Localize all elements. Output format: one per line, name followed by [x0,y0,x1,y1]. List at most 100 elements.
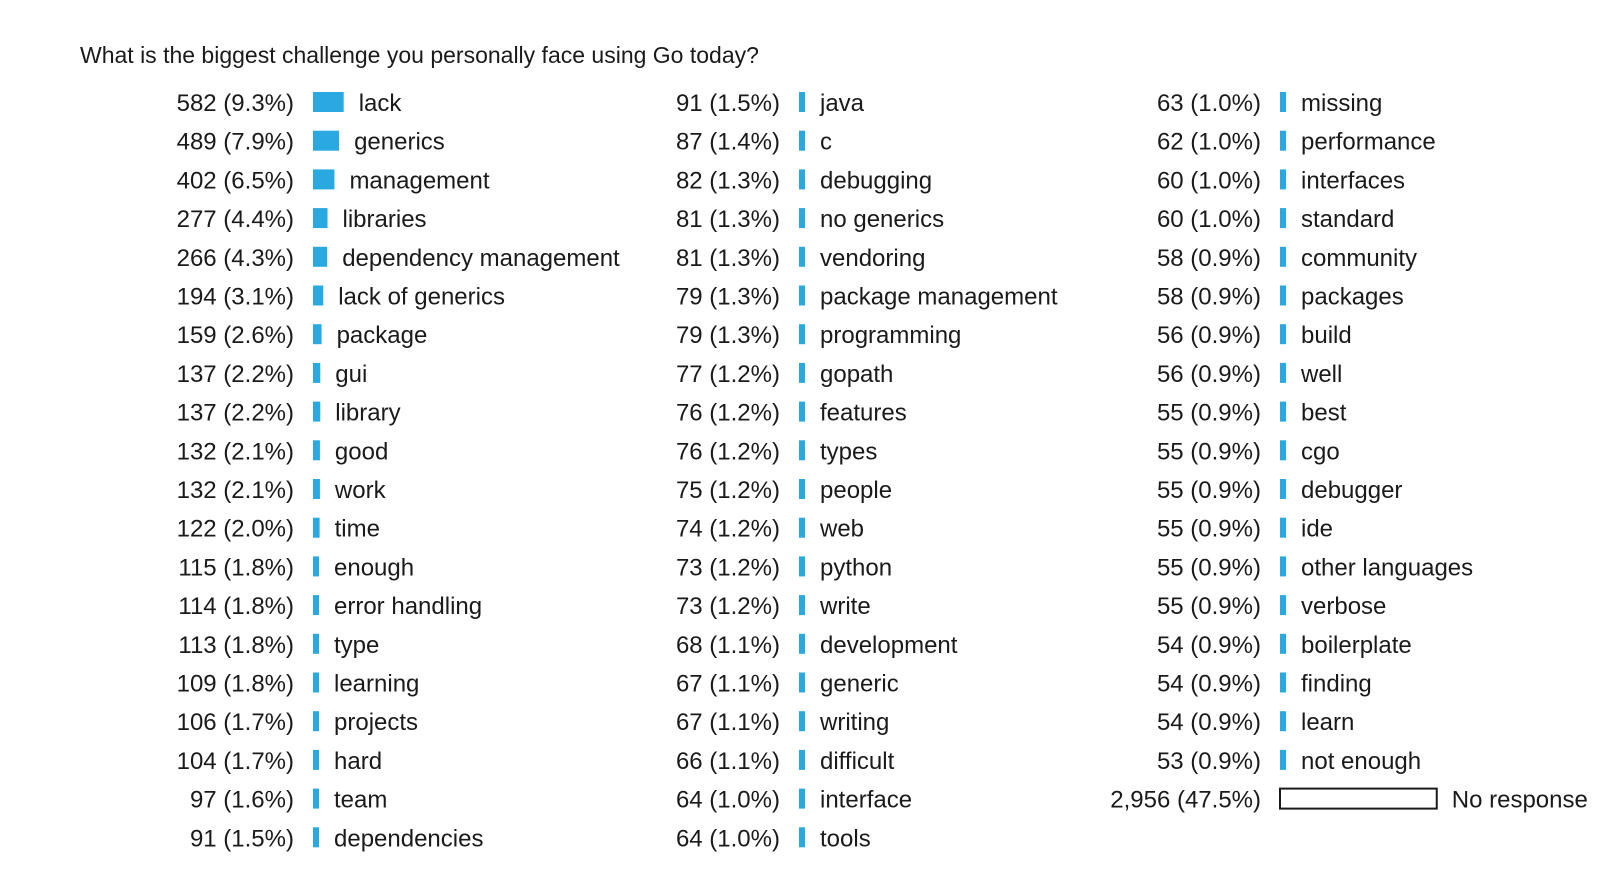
category-label: package management [820,284,1058,311]
bar-row: 63 (1.0%) missing [1157,90,1382,117]
bar-row: 54 (0.9%) finding [1157,671,1372,698]
count-label: 56 (0.9%) [1157,322,1261,349]
bar-row: 55 (0.9%) other languages [1157,554,1473,581]
count-label: 91 (1.5%) [190,825,294,852]
bar-row: 114 (1.8%) error handling [178,593,482,620]
bar-row: 67 (1.1%) writing [676,709,889,736]
bar [313,324,322,345]
bar-row: 2,956 (47.5%) No response [1110,787,1588,814]
bar-row: 104 (1.7%) hard [177,748,382,775]
bar [1280,556,1286,577]
bar [313,788,319,809]
bar-row: 53 (0.9%) not enough [1157,748,1421,775]
bar [799,324,805,345]
bar [799,362,805,383]
bar-row: 55 (0.9%) cgo [1157,438,1340,465]
bar [799,401,805,422]
bar-row: 82 (1.3%) debugging [676,167,932,194]
bar [1280,208,1286,229]
bar [799,556,805,577]
bar-row: 60 (1.0%) interfaces [1157,167,1405,194]
bar [1280,711,1286,732]
count-label: 74 (1.2%) [676,516,780,543]
bar [313,208,328,229]
bar-row: 66 (1.1%) difficult [676,748,895,775]
bar [1280,362,1286,383]
category-label: management [349,167,489,194]
category-label: gui [335,361,367,388]
count-label: 81 (1.3%) [676,245,780,272]
bar-row: 54 (0.9%) boilerplate [1157,632,1412,659]
count-label: 79 (1.3%) [676,284,780,311]
bar-row: 55 (0.9%) debugger [1157,477,1403,504]
category-label: write [819,593,871,620]
bar [313,479,320,499]
bar-row: 64 (1.0%) tools [676,825,871,852]
bar-row: 266 (4.3%) dependency management [177,245,620,272]
count-label: 132 (2.1%) [177,438,294,465]
count-label: 76 (1.2%) [676,438,780,465]
count-label: 60 (1.0%) [1157,167,1261,194]
bar [799,208,805,229]
bar [799,827,805,848]
category-label: boilerplate [1301,632,1412,659]
category-label: debugger [1301,477,1402,504]
category-label: types [820,438,877,465]
bar [313,130,340,151]
bar-row: 74 (1.2%) web [676,516,864,543]
category-label: interface [820,787,912,814]
count-label: 91 (1.5%) [676,90,780,117]
bar [1280,633,1286,654]
bar [313,827,319,848]
bar-row: 159 (2.6%) package [177,322,428,349]
category-label: package [337,322,428,349]
count-label: 75 (1.2%) [676,477,780,504]
category-label: projects [334,709,418,736]
bar-row: 55 (0.9%) verbose [1157,593,1386,620]
bar-row: 75 (1.2%) people [676,477,892,504]
count-label: 62 (1.0%) [1157,129,1261,156]
category-label: team [334,787,387,814]
bar [313,285,324,306]
bar [799,517,805,538]
no-response-bar [1279,787,1438,810]
bar-row: 115 (1.8%) enough [178,554,414,581]
bar-row: 56 (0.9%) well [1157,361,1342,388]
bar-row: 132 (2.1%) work [177,477,387,504]
count-label: 402 (6.5%) [177,167,294,194]
bar [313,246,328,267]
bar-row: 58 (0.9%) community [1157,245,1417,272]
count-label: 64 (1.0%) [676,787,780,814]
category-label: generics [354,129,445,156]
count-label: 73 (1.2%) [676,554,780,581]
bar-row: 137 (2.2%) gui [177,361,368,388]
bar [799,169,805,190]
count-label: 137 (2.2%) [177,400,294,427]
category-label: writing [819,709,889,736]
bar-row: 62 (1.0%) performance [1157,129,1436,156]
category-label: learning [334,671,419,698]
category-label: verbose [1301,593,1386,620]
bar [799,788,805,809]
bar-row: 68 (1.1%) development [676,632,958,659]
bar [313,517,320,538]
count-label: 55 (0.9%) [1157,477,1261,504]
count-label: 68 (1.1%) [676,632,780,659]
bar [799,711,805,732]
bar [1280,749,1286,770]
bar [313,401,321,422]
bar [313,556,319,577]
count-label: 489 (7.9%) [177,129,294,156]
bar [1280,92,1286,112]
bar [313,92,344,112]
count-label: 82 (1.3%) [676,167,780,194]
count-label: 55 (0.9%) [1157,554,1261,581]
bar-row: 55 (0.9%) ide [1157,516,1333,543]
category-label: no generics [820,206,944,233]
bar [799,633,805,654]
bar-row: 582 (9.3%) lack [177,90,403,117]
count-label: 63 (1.0%) [1157,90,1261,117]
category-label: lack [359,90,403,117]
bar [799,285,805,306]
category-label: lack of generics [338,284,505,311]
